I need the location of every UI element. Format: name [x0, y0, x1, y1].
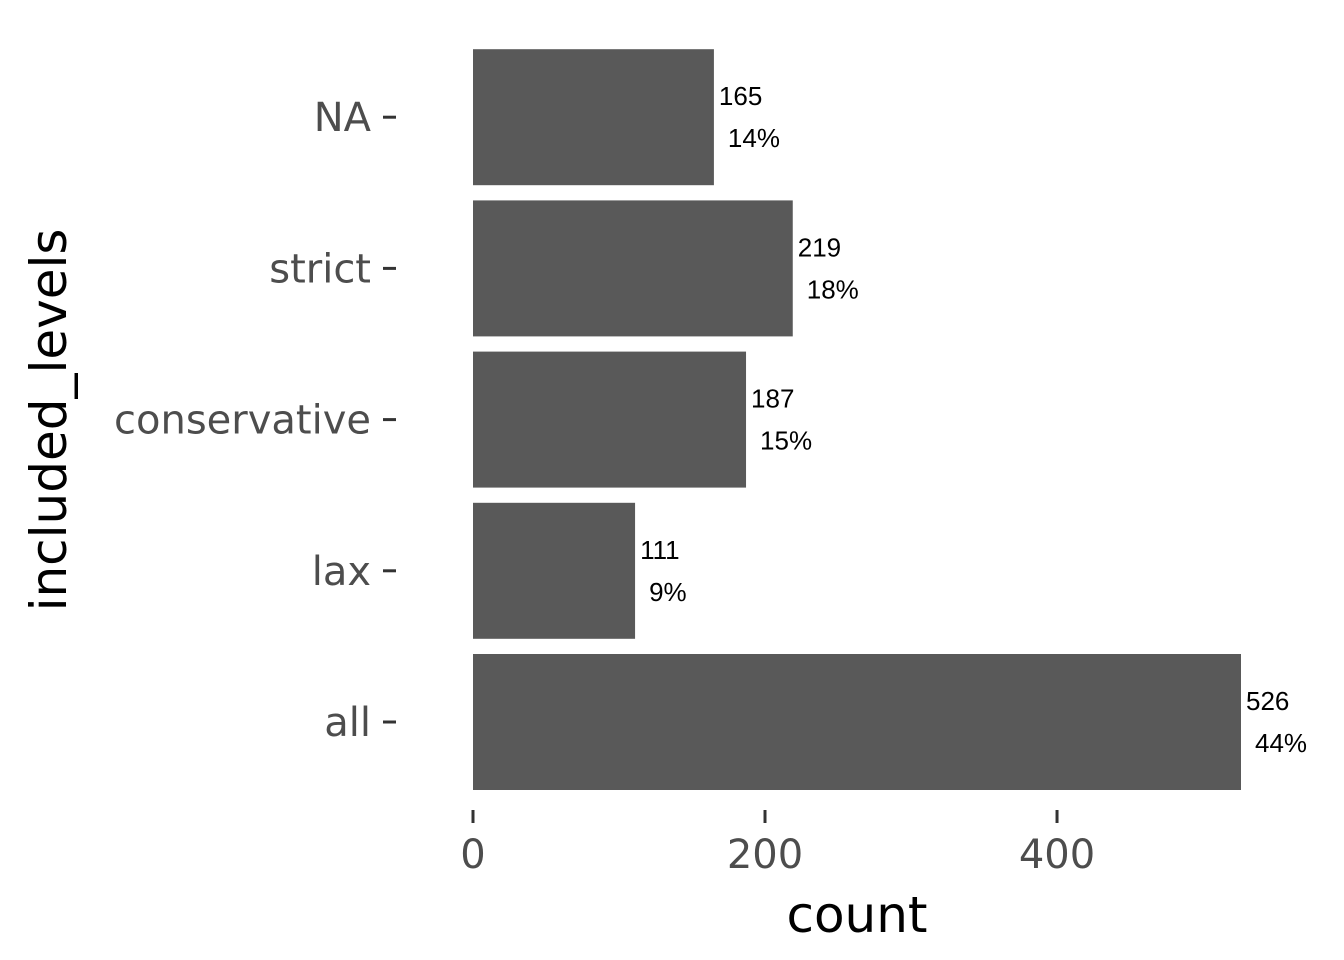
- bar-count-label: 111: [640, 535, 680, 565]
- bar: [473, 200, 793, 337]
- bar-percent-label: 44%: [1255, 728, 1307, 758]
- bar-percent-label: 14%: [728, 123, 780, 153]
- bar-percent-label: 15%: [760, 426, 812, 456]
- bar-percent-label: 9%: [649, 577, 687, 607]
- y-tick-label: strict: [269, 246, 371, 292]
- bar-labels-group: 526 44% 111 9% 187 15% 219 18% 165 14%: [640, 81, 1307, 758]
- y-tick-label: lax: [312, 549, 371, 595]
- x-tick-label: 400: [1019, 832, 1095, 878]
- x-tick-label: 0: [460, 832, 485, 878]
- y-tick-label: NA: [314, 95, 372, 141]
- bar: [473, 351, 747, 488]
- y-axis-title: included_levels: [20, 229, 78, 612]
- bar-percent-label: 18%: [807, 274, 859, 304]
- bar-count-label: 165: [719, 81, 762, 111]
- y-tick-label: conservative: [114, 398, 371, 444]
- y-axis: all lax conservative strict NA: [114, 95, 396, 746]
- bar-count-label: 219: [798, 232, 841, 262]
- bar-count-label: 526: [1246, 686, 1289, 716]
- bar: [473, 49, 714, 186]
- bar: [473, 654, 1241, 790]
- bars-group: [473, 49, 1241, 790]
- x-tick-label: 200: [727, 832, 803, 878]
- y-tick-label: all: [324, 700, 371, 746]
- x-axis-title: count: [786, 886, 927, 944]
- bar-count-label: 187: [751, 384, 794, 414]
- bar: [473, 502, 636, 639]
- x-axis: 0 200 400: [460, 810, 1095, 878]
